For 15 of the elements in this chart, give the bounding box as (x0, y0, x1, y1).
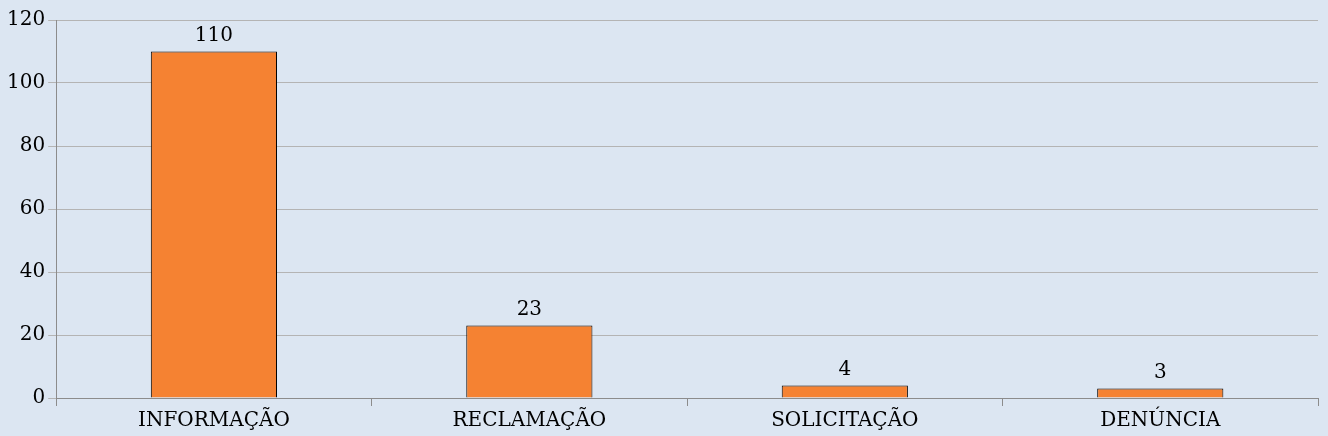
y-tick-label: 0 (32, 384, 46, 409)
y-tick-label: 80 (19, 132, 46, 157)
data-label: 23 (516, 295, 543, 320)
data-label: 3 (1153, 358, 1167, 383)
y-tick-label: 20 (19, 321, 46, 346)
x-tick-label: DENÚNCIA (1100, 406, 1221, 432)
y-tick-label: 40 (19, 258, 46, 283)
data-label: 110 (194, 21, 233, 46)
data-label: 4 (838, 355, 852, 380)
x-tick-label: INFORMAÇÃO (138, 407, 290, 432)
x-tick-label: SOLICITAÇÃO (771, 407, 919, 432)
y-tick-label: 120 (6, 6, 46, 31)
y-tick-label: 100 (6, 69, 46, 94)
x-tick-label: RECLAMAÇÃO (452, 407, 607, 432)
y-tick-label: 60 (19, 195, 46, 220)
